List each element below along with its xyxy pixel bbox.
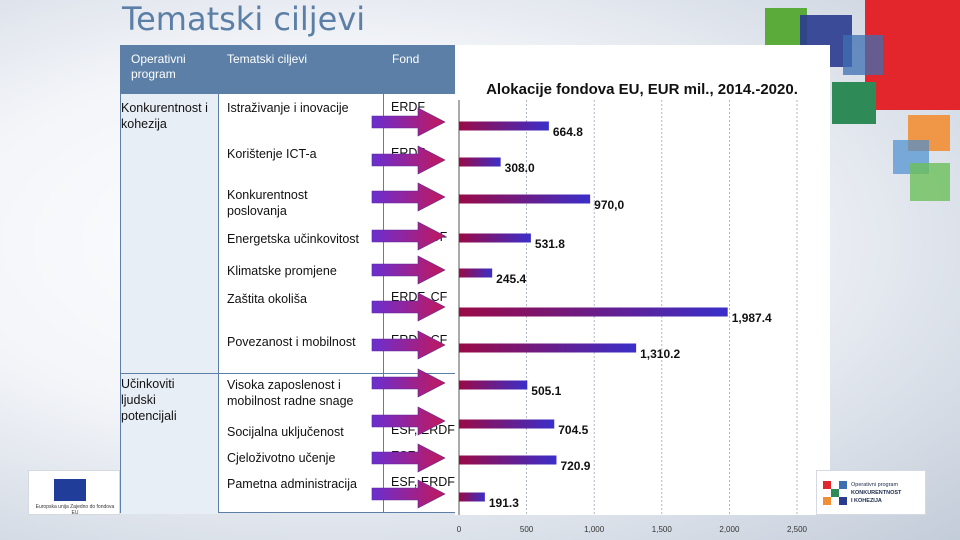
op-logo-line: I KOHEZIJA xyxy=(851,498,882,504)
bar-value-label: 970,0 xyxy=(594,198,624,212)
bar-value-label: 308.0 xyxy=(505,161,535,175)
decor-square xyxy=(832,82,876,124)
bar xyxy=(459,194,591,204)
column-divider xyxy=(218,46,219,512)
bar xyxy=(459,380,528,390)
x-tick-label: 1,500 xyxy=(652,525,673,534)
eu-flag-icon xyxy=(54,479,86,501)
decor-square xyxy=(843,35,883,75)
goal-row: Istraživanje i inovacije xyxy=(227,101,349,115)
pointer-arrow-icon xyxy=(371,443,446,473)
pointer-arrow-icon xyxy=(371,292,446,322)
bar-value-label: 664.8 xyxy=(553,125,583,139)
pointer-arrow-icon xyxy=(371,182,446,212)
op-logo: Operativni program KONKURENTNOST I KOHEZ… xyxy=(816,470,926,515)
pointer-arrow-icon xyxy=(371,145,446,175)
bar xyxy=(459,455,557,465)
bar-value-label: 1,310.2 xyxy=(640,347,680,361)
header-fund: Fond xyxy=(392,52,420,66)
goal-row: Cjeloživotno učenje xyxy=(227,451,336,465)
op-logo-line: KONKURENTNOST xyxy=(851,490,902,496)
x-tick-label: 2,000 xyxy=(719,525,740,534)
pointer-arrow-icon xyxy=(371,479,446,509)
bar xyxy=(459,121,549,131)
goal-row: Energetska učinkovitost xyxy=(227,232,360,246)
fund-label: ERDF xyxy=(391,100,426,114)
decor-square xyxy=(910,163,950,201)
goal-row: Pametna administracija xyxy=(227,477,357,491)
program-column-bg xyxy=(121,94,218,514)
pointer-arrow-icon xyxy=(371,406,446,436)
bar xyxy=(459,268,493,278)
pointer-arrow-icon xyxy=(371,368,446,398)
op-logo-line: Operativni program xyxy=(851,482,899,488)
bar-value-label: 245.4 xyxy=(496,272,526,286)
x-tick-label: 500 xyxy=(520,525,534,534)
slide-title: Tematski ciljevi xyxy=(122,0,366,38)
bar-value-label: 531.8 xyxy=(535,237,565,251)
goal-row: Socijalna uključenost xyxy=(227,425,344,439)
goal-row: Konkurentnost poslovanja xyxy=(227,188,308,218)
goals-table: Operativni program Tematski ciljevi Fond… xyxy=(120,45,457,514)
bar-value-label: 1,987.4 xyxy=(732,311,772,325)
eu-logo-text: Europska unija Zajedno do fondova EU xyxy=(35,504,115,516)
bar-value-label: 505.1 xyxy=(531,384,561,398)
bar xyxy=(459,157,501,167)
goal-row: Visoka zaposlenost i mobilnost radne sna… xyxy=(227,378,354,408)
eu-logo: Europska unija Zajedno do fondova EU xyxy=(28,470,120,516)
goal-row: Povezanost i mobilnost xyxy=(227,335,356,349)
bar-value-label: 191.3 xyxy=(489,496,519,510)
pointer-arrow-icon xyxy=(371,221,446,251)
header-program: Operativni program xyxy=(131,52,186,81)
goal-row: Zaštita okoliša xyxy=(227,292,307,306)
x-tick-label: 0 xyxy=(457,525,462,534)
row-divider xyxy=(121,373,456,374)
bar-value-label: 704.5 xyxy=(558,423,588,437)
bar xyxy=(459,343,637,353)
goal-row: Korištenje ICT-a xyxy=(227,147,317,161)
pointer-arrow-icon xyxy=(371,107,446,137)
pointer-arrow-icon xyxy=(371,330,446,360)
bar-value-label: 720.9 xyxy=(560,459,590,473)
goal-row: Klimatske promjene xyxy=(227,264,337,278)
bar xyxy=(459,307,728,317)
op-mosaic-icon xyxy=(823,481,847,505)
program-ljudski-potencijali: Učinkoviti ljudski potencijali xyxy=(121,377,177,423)
bar xyxy=(459,233,531,243)
program-konkurentnost: Konkurentnost i kohezija xyxy=(121,101,208,131)
x-tick-label: 1,000 xyxy=(584,525,605,534)
table-header xyxy=(121,46,456,94)
x-tick-label: 2,500 xyxy=(787,525,808,534)
column-divider xyxy=(383,46,384,512)
bar xyxy=(459,492,485,502)
pointer-arrow-icon xyxy=(371,255,446,285)
chart-title: Alokacije fondova EU, EUR mil., 2014.-20… xyxy=(486,81,798,98)
header-goals: Tematski ciljevi xyxy=(227,52,308,66)
fund-label: ESF, ERDF xyxy=(391,475,455,489)
bar xyxy=(459,419,555,429)
